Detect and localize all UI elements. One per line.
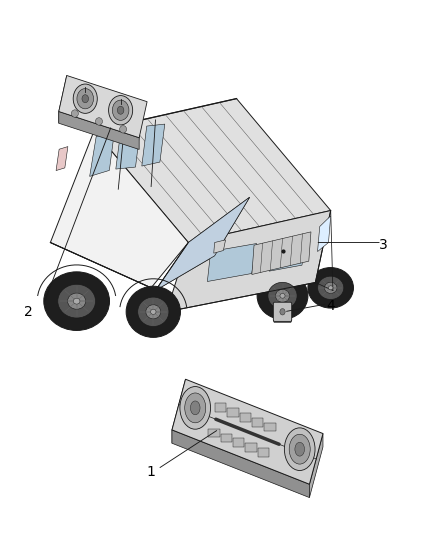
Text: 2: 2 [24,305,33,319]
Ellipse shape [67,293,86,309]
Ellipse shape [276,289,290,302]
Polygon shape [172,379,186,443]
Bar [265,423,276,432]
Ellipse shape [280,294,285,298]
Ellipse shape [117,106,124,114]
Bar [215,403,226,412]
Ellipse shape [146,305,161,319]
Bar [258,448,269,457]
Ellipse shape [138,297,169,327]
Ellipse shape [185,393,206,423]
Bar [240,413,251,422]
Ellipse shape [44,272,110,330]
Ellipse shape [328,286,333,290]
Bar [233,439,244,447]
Polygon shape [269,235,307,271]
Ellipse shape [77,88,94,109]
Bar [227,408,239,417]
Ellipse shape [73,84,97,114]
Ellipse shape [73,298,80,304]
Ellipse shape [289,434,310,464]
Bar [208,429,219,437]
Ellipse shape [284,428,315,471]
Polygon shape [59,76,147,138]
FancyBboxPatch shape [274,317,291,322]
Ellipse shape [112,100,129,120]
Ellipse shape [191,401,200,415]
Polygon shape [142,124,165,166]
Text: 4: 4 [326,300,335,313]
Ellipse shape [268,282,297,309]
Ellipse shape [109,95,133,125]
Ellipse shape [95,118,102,125]
FancyBboxPatch shape [273,302,292,321]
Ellipse shape [280,309,285,315]
Polygon shape [309,433,323,498]
Ellipse shape [257,272,308,319]
Ellipse shape [82,95,88,103]
Polygon shape [90,132,114,176]
Polygon shape [56,147,68,171]
Polygon shape [318,216,331,252]
Ellipse shape [295,442,304,456]
Bar [252,418,263,426]
Polygon shape [94,99,331,243]
Ellipse shape [126,286,180,337]
Polygon shape [172,379,323,484]
Polygon shape [116,127,141,169]
Polygon shape [59,111,139,149]
Polygon shape [207,244,257,281]
Ellipse shape [71,110,78,117]
Ellipse shape [308,268,353,308]
Ellipse shape [151,309,156,314]
Polygon shape [166,211,331,312]
Polygon shape [214,240,226,253]
Ellipse shape [120,126,127,133]
Bar [220,434,232,442]
Polygon shape [155,197,250,290]
Bar [245,443,257,452]
Text: 3: 3 [379,238,388,252]
Ellipse shape [325,282,337,293]
Polygon shape [59,76,67,123]
Ellipse shape [58,284,95,318]
Ellipse shape [318,276,344,300]
Polygon shape [50,131,188,288]
Polygon shape [172,430,309,498]
Polygon shape [252,232,311,274]
Polygon shape [155,197,250,290]
Ellipse shape [180,386,211,429]
Text: 1: 1 [147,465,155,479]
